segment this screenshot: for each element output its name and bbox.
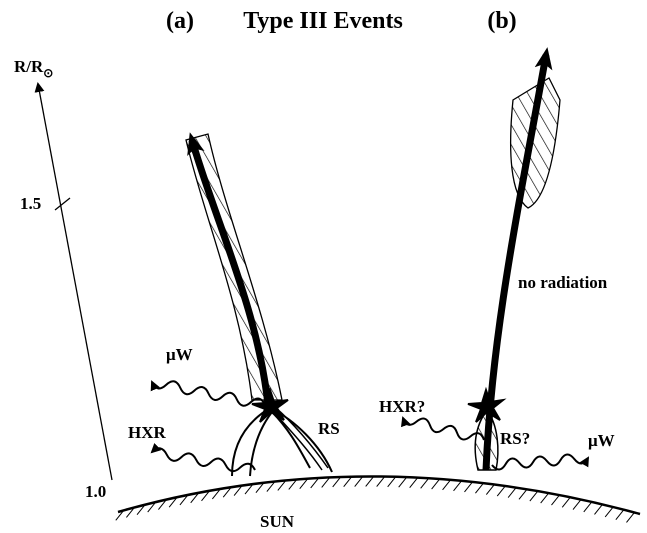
hatch-line: [432, 479, 440, 489]
hatch-line: [530, 491, 538, 501]
wavy-arrow: [492, 455, 588, 470]
hatch-line: [443, 480, 451, 490]
panel-label: (a): [166, 8, 194, 34]
hatch-line: [475, 483, 483, 493]
hatch-line: [464, 482, 472, 492]
label: HXR?: [379, 397, 425, 416]
hatch-line: [551, 495, 559, 505]
label: μW: [166, 345, 193, 364]
hatch-line: [508, 488, 516, 498]
diagram: (a) Type III Events (b) R/R⊙ 1.5 1.0 SUN…: [0, 0, 647, 533]
axis-label: R/R⊙: [14, 57, 53, 80]
surface-hatch: [116, 476, 635, 522]
title: Type III Events: [243, 8, 403, 34]
wavy-arrow: [152, 381, 265, 405]
hatch-line: [344, 477, 352, 487]
label: RS: [318, 419, 340, 438]
label: HXR: [128, 423, 167, 442]
hatch-line: [410, 478, 418, 488]
tick: [55, 198, 70, 210]
hatch-line: [541, 493, 549, 503]
hatch-line: [497, 486, 505, 496]
label: RS?: [500, 429, 530, 448]
hatch-line: [377, 477, 385, 487]
wavy-arrow: [403, 418, 484, 440]
hatch-line: [454, 481, 462, 491]
hatch-line: [486, 485, 494, 495]
hatch-line: [366, 476, 374, 486]
label: no radiation: [518, 273, 608, 292]
sun-label: SUN: [260, 512, 295, 531]
wavy-arrow: [152, 448, 255, 471]
hatch-line: [355, 477, 363, 487]
hatch-line: [616, 510, 624, 520]
hatch-line: [399, 477, 407, 487]
hatch-line: [388, 477, 396, 487]
hatch-line: [584, 502, 592, 512]
hatch-line: [573, 500, 581, 510]
loop: [250, 412, 310, 476]
hatch-line: [562, 497, 570, 507]
hatch-line: [605, 507, 613, 517]
hatch-line: [594, 504, 602, 514]
tick-label: 1.5: [20, 194, 41, 213]
emission-arrows: [152, 381, 588, 471]
hatch-line: [519, 489, 527, 499]
label: μW: [588, 431, 615, 450]
panel-label: (b): [487, 8, 516, 34]
tick-label: 1.0: [85, 482, 106, 501]
hatch-line: [626, 512, 634, 522]
hatch-line: [421, 478, 429, 488]
axis: [38, 84, 112, 480]
hatch-line: [333, 477, 341, 487]
